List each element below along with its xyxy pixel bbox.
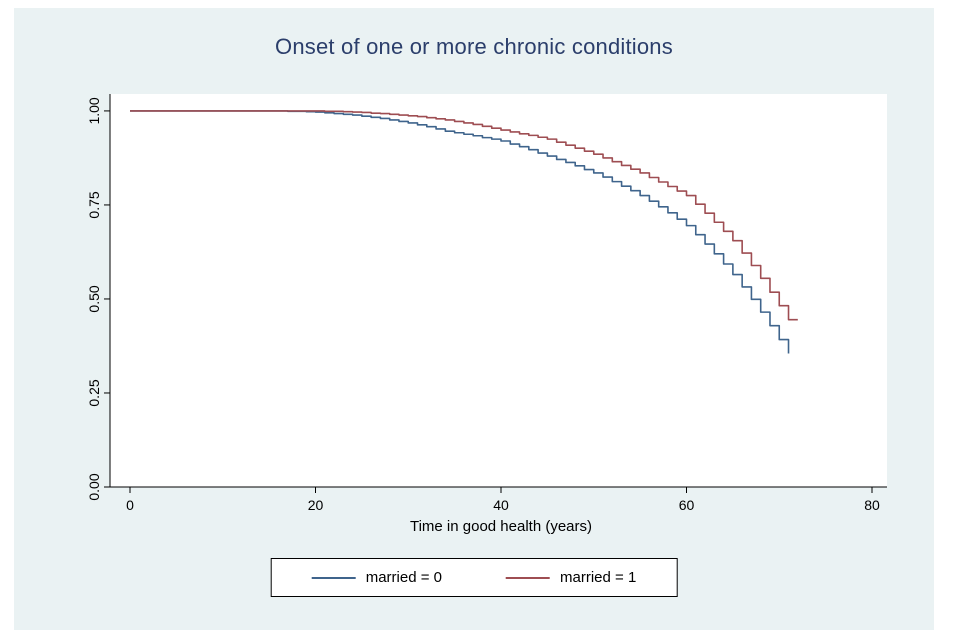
x-tick-label: 60: [679, 497, 695, 513]
survival-chart: 0.00 0.25 0.50 0.75 1.00 0 20 40 60 80 Time in goo…: [86, 94, 887, 535]
survival-curve-series-0: [130, 110, 790, 354]
legend-item-married-1: married = 1: [506, 569, 636, 586]
chart-title: Onset of one or more chronic conditions: [275, 34, 673, 59]
legend-label-married-1: married = 1: [560, 569, 637, 586]
chart-legend: married = 0 married = 1: [270, 558, 678, 597]
plot-area: [110, 94, 887, 487]
x-tick-label: 20: [308, 497, 324, 513]
x-tick-label: 0: [126, 497, 134, 513]
y-tick-label: 0.00: [86, 473, 102, 500]
survival-curve-series-1: [130, 110, 798, 321]
graph-panel: Onset of one or more chronic conditions …: [14, 8, 934, 630]
y-tick-label: 1.00: [86, 97, 102, 124]
line-swatch-married-1: [506, 576, 550, 579]
x-tick-label: 40: [493, 497, 509, 513]
y-tick-label: 0.25: [86, 379, 102, 406]
y-tick-label: 0.75: [86, 191, 102, 218]
y-tick-label: 0.50: [86, 285, 102, 312]
x-tick-label: 80: [864, 497, 880, 513]
legend-label-married-0: married = 0: [365, 569, 442, 586]
line-swatch-married-0: [311, 576, 356, 579]
x-axis-title: Time in good health (years): [410, 518, 592, 535]
legend-item-married-0: married = 0: [311, 569, 442, 586]
